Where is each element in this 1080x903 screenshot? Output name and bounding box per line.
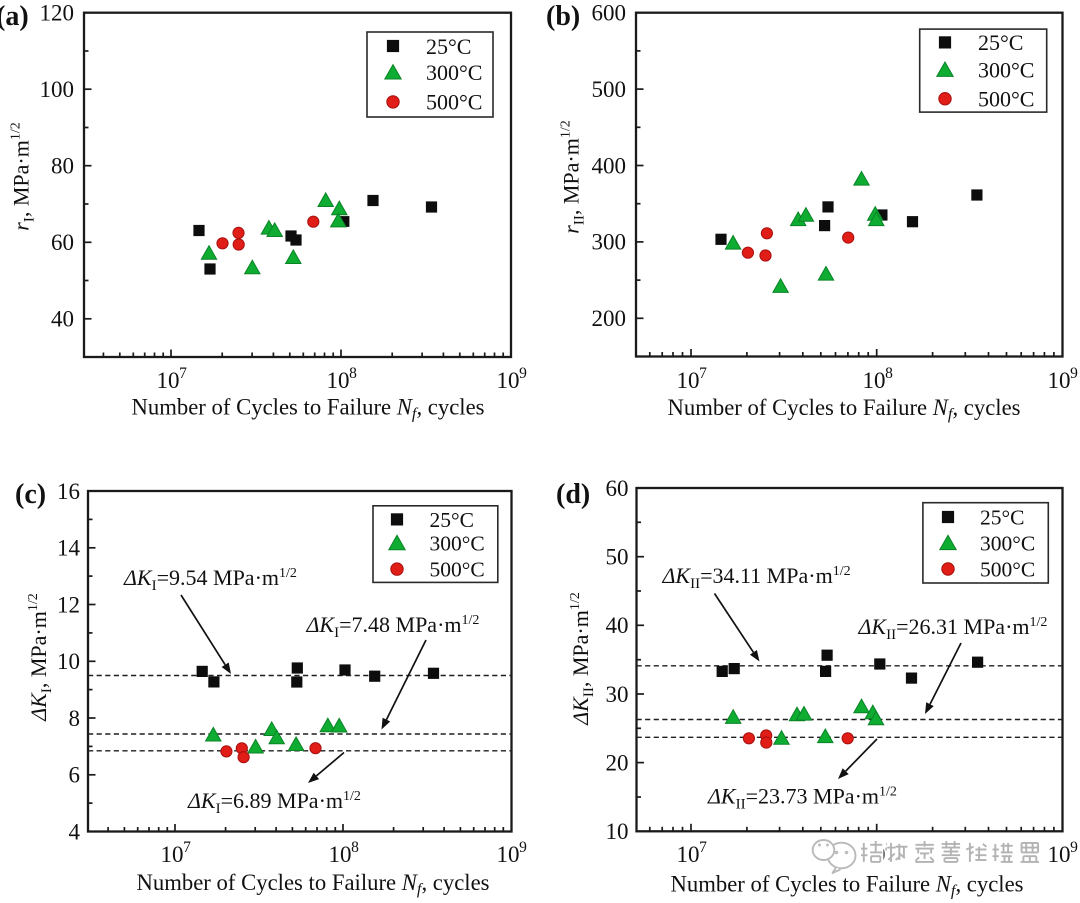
svg-text:400: 400 xyxy=(592,153,627,178)
svg-text:8: 8 xyxy=(349,365,357,382)
svg-text:10: 10 xyxy=(57,649,80,674)
svg-text:300°C: 300°C xyxy=(430,532,485,556)
svg-text:40: 40 xyxy=(606,613,629,638)
svg-text:Number of Cycles to Failure Nf: Number of Cycles to Failure Nf, cycles xyxy=(671,872,1024,900)
svg-text:300: 300 xyxy=(592,230,627,255)
svg-text:7: 7 xyxy=(699,365,707,382)
svg-text:ΔKI=9.54 MPa·m1/2: ΔKI=9.54 MPa·m1/2 xyxy=(123,565,297,594)
svg-text:10: 10 xyxy=(606,819,629,844)
svg-text:ΔKII=34.11 MPa·m1/2: ΔKII=34.11 MPa·m1/2 xyxy=(662,563,851,592)
svg-text:ΔKII=26.31 MPa·m1/2: ΔKII=26.31 MPa·m1/2 xyxy=(858,614,1048,643)
svg-text:25°C: 25°C xyxy=(430,508,474,532)
svg-text:300°C: 300°C xyxy=(426,60,482,85)
svg-text:8: 8 xyxy=(69,706,81,731)
svg-text:rI, MPa·m1/2: rI, MPa·m1/2 xyxy=(9,122,38,230)
svg-text:ΔKI=6.89 MPa·m1/2: ΔKI=6.89 MPa·m1/2 xyxy=(187,788,361,817)
svg-text:7: 7 xyxy=(183,839,191,856)
svg-text:10: 10 xyxy=(497,842,520,867)
svg-text:7: 7 xyxy=(179,365,187,382)
svg-text:60: 60 xyxy=(51,230,74,255)
svg-text:10: 10 xyxy=(329,842,352,867)
svg-text:10: 10 xyxy=(327,368,350,393)
svg-text:10: 10 xyxy=(161,842,184,867)
svg-text:10: 10 xyxy=(497,368,520,393)
svg-text:200: 200 xyxy=(592,306,627,331)
svg-text:10: 10 xyxy=(1048,368,1071,393)
svg-text:7: 7 xyxy=(699,839,707,856)
svg-text:30: 30 xyxy=(606,682,629,707)
svg-text:16: 16 xyxy=(57,479,80,504)
svg-text:8: 8 xyxy=(351,839,359,856)
svg-text:4: 4 xyxy=(69,819,81,844)
svg-text:500: 500 xyxy=(592,77,627,102)
svg-text:120: 120 xyxy=(40,1,75,26)
svg-text:300°C: 300°C xyxy=(978,58,1034,83)
svg-text:10: 10 xyxy=(677,368,700,393)
svg-text:14: 14 xyxy=(57,536,81,561)
svg-text:9: 9 xyxy=(519,839,527,856)
svg-text:50: 50 xyxy=(606,545,629,570)
svg-text:25°C: 25°C xyxy=(426,34,471,59)
svg-text:500°C: 500°C xyxy=(430,558,485,582)
svg-text:Number of Cycles to Failure Nf: Number of Cycles to Failure Nf, cycles xyxy=(137,870,490,898)
svg-text:10: 10 xyxy=(677,842,700,867)
svg-text:9: 9 xyxy=(1070,839,1078,856)
svg-text:500°C: 500°C xyxy=(980,558,1035,582)
svg-text:(b): (b) xyxy=(546,1,580,32)
svg-text:ΔKII=23.73 MPa·m1/2: ΔKII=23.73 MPa·m1/2 xyxy=(707,784,897,813)
svg-text:500°C: 500°C xyxy=(426,90,482,115)
svg-text:Number of Cycles to Failure Nf: Number of Cycles to Failure Nf, cycles xyxy=(668,395,1021,423)
svg-text:100: 100 xyxy=(40,77,75,102)
svg-text:9: 9 xyxy=(519,365,527,382)
svg-text:12: 12 xyxy=(57,592,80,617)
svg-text:8: 8 xyxy=(885,365,893,382)
svg-text:40: 40 xyxy=(51,307,74,332)
svg-text:9: 9 xyxy=(1070,365,1078,382)
svg-text:25°C: 25°C xyxy=(980,506,1024,530)
svg-text:(a): (a) xyxy=(0,1,29,32)
svg-text:ΔKII, MPa·m1/2: ΔKII, MPa·m1/2 xyxy=(568,592,597,725)
svg-text:(d): (d) xyxy=(556,479,590,510)
svg-text:10: 10 xyxy=(157,368,180,393)
svg-text:60: 60 xyxy=(606,476,629,501)
svg-text:6: 6 xyxy=(69,763,81,788)
svg-text:ΔKI=7.48 MPa·m1/2: ΔKI=7.48 MPa·m1/2 xyxy=(306,612,480,641)
svg-text:10: 10 xyxy=(863,368,886,393)
svg-text:25°C: 25°C xyxy=(978,30,1023,55)
svg-text:300°C: 300°C xyxy=(980,532,1035,556)
svg-text:20: 20 xyxy=(606,750,629,775)
svg-text:600: 600 xyxy=(592,1,627,26)
svg-text:rII, MPa·m1/2: rII, MPa·m1/2 xyxy=(559,120,588,233)
svg-text:ΔKI, MPa·m1/2: ΔKI, MPa·m1/2 xyxy=(26,593,55,721)
svg-text:10: 10 xyxy=(1048,842,1071,867)
svg-text:500°C: 500°C xyxy=(978,87,1034,112)
svg-text:(c): (c) xyxy=(15,479,46,510)
svg-text:80: 80 xyxy=(51,154,74,179)
svg-text:Number of Cycles to Failure Nf: Number of Cycles to Failure Nf, cycles xyxy=(132,395,485,423)
